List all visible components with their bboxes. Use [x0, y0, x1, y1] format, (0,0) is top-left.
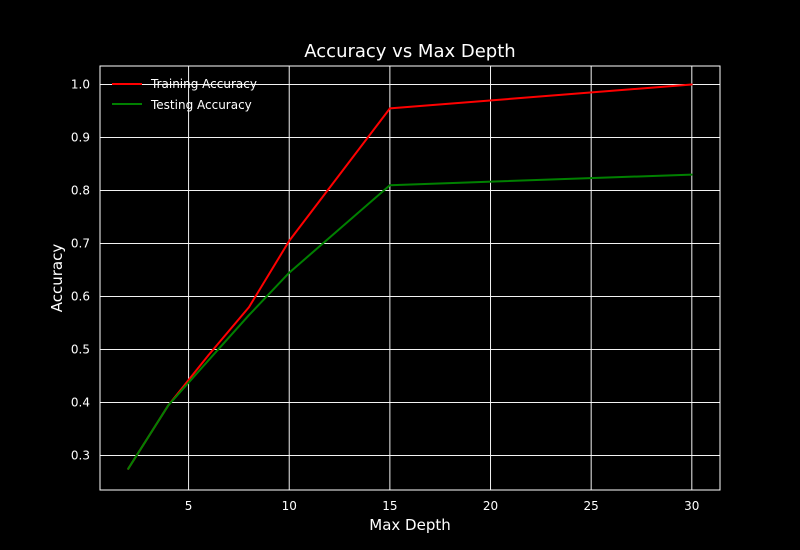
- chart-title: Accuracy vs Max Depth: [304, 41, 515, 62]
- x-tick-label: 25: [584, 499, 599, 513]
- legend-label-training: Training Accuracy: [150, 77, 257, 91]
- y-tick-label: 0.6: [71, 290, 90, 304]
- x-tick-label: 15: [382, 499, 397, 513]
- y-tick-label: 0.8: [71, 184, 90, 198]
- x-tick-label: 5: [185, 499, 193, 513]
- x-tick-label: 10: [282, 499, 297, 513]
- y-tick-label: 0.3: [71, 449, 90, 463]
- y-axis-label: Accuracy: [48, 244, 66, 313]
- legend: Training Accuracy Testing Accuracy: [112, 77, 257, 112]
- x-axis-label: Max Depth: [369, 516, 450, 534]
- y-tick-label: 0.4: [71, 396, 90, 410]
- y-tick-label: 0.9: [71, 131, 90, 145]
- plot-frame: [99, 65, 721, 491]
- y-tick-label: 0.7: [71, 237, 90, 251]
- y-tick-label: 0.5: [71, 343, 90, 357]
- grid-layer: [100, 66, 720, 490]
- y-tick-label: 1.0: [71, 78, 90, 92]
- testing-accuracy-line: [127, 173, 693, 470]
- x-tick-label: 30: [684, 499, 699, 513]
- legend-label-testing: Testing Accuracy: [150, 98, 252, 112]
- x-tick-label: 20: [483, 499, 498, 513]
- tick-layer: 5 10 15 20 25 30 0.3 0.4 0.5 0.6 0.7 0.8 0.9 1.0: [71, 78, 700, 513]
- series-layer: [127, 83, 693, 470]
